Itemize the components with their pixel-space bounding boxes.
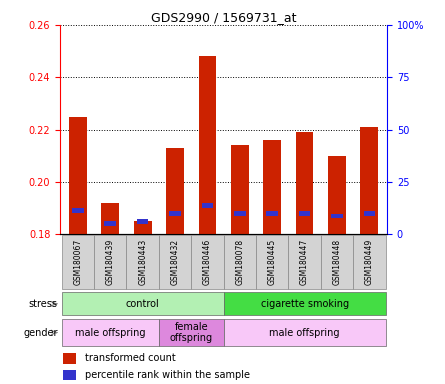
Text: GSM180443: GSM180443 [138, 239, 147, 285]
Bar [321, 235, 353, 289]
Bar [331, 214, 343, 218]
Text: GSM180448: GSM180448 [332, 239, 341, 285]
Bar [360, 127, 378, 234]
Bar [198, 56, 216, 234]
Bar [134, 221, 152, 234]
Text: percentile rank within the sample: percentile rank within the sample [85, 370, 250, 380]
Bar [224, 319, 385, 346]
Bar [126, 235, 159, 289]
Bar [231, 145, 249, 234]
Text: control: control [126, 299, 159, 309]
Bar [353, 235, 385, 289]
Title: GDS2990 / 1569731_at: GDS2990 / 1569731_at [151, 11, 296, 24]
Bar [364, 211, 375, 216]
Bar [63, 353, 77, 364]
Text: GSM180067: GSM180067 [73, 239, 82, 285]
Text: GSM180439: GSM180439 [106, 239, 115, 285]
Text: transformed count: transformed count [85, 353, 175, 363]
Text: GSM180447: GSM180447 [300, 239, 309, 285]
Bar [224, 292, 385, 316]
Text: male offspring: male offspring [75, 328, 146, 338]
Text: GSM180432: GSM180432 [170, 239, 179, 285]
Bar [299, 211, 310, 216]
Text: cigarette smoking: cigarette smoking [260, 299, 348, 309]
Text: GSM180078: GSM180078 [235, 239, 244, 285]
Bar [63, 370, 77, 381]
Bar [72, 209, 84, 213]
Bar [62, 235, 94, 289]
Text: GSM180446: GSM180446 [203, 239, 212, 285]
Text: female
offspring: female offspring [170, 322, 213, 343]
Bar [105, 222, 116, 226]
Bar [288, 235, 321, 289]
Bar [159, 319, 224, 346]
Bar [224, 235, 256, 289]
Bar [295, 132, 313, 234]
Bar [263, 140, 281, 234]
Bar [169, 211, 181, 216]
Bar [62, 319, 159, 346]
Bar [191, 235, 224, 289]
Bar [234, 211, 246, 216]
Bar [137, 219, 149, 223]
Text: gender: gender [23, 328, 58, 338]
Bar [94, 235, 126, 289]
Bar [159, 235, 191, 289]
Text: male offspring: male offspring [269, 328, 340, 338]
Text: stress: stress [29, 299, 58, 309]
Bar [101, 203, 119, 234]
Bar [202, 203, 213, 208]
Bar [69, 116, 87, 234]
Bar [166, 148, 184, 234]
Bar [267, 211, 278, 216]
Text: GSM180445: GSM180445 [268, 239, 277, 285]
Bar [62, 292, 224, 316]
Text: GSM180449: GSM180449 [365, 239, 374, 285]
Bar [256, 235, 288, 289]
Bar [328, 156, 346, 234]
